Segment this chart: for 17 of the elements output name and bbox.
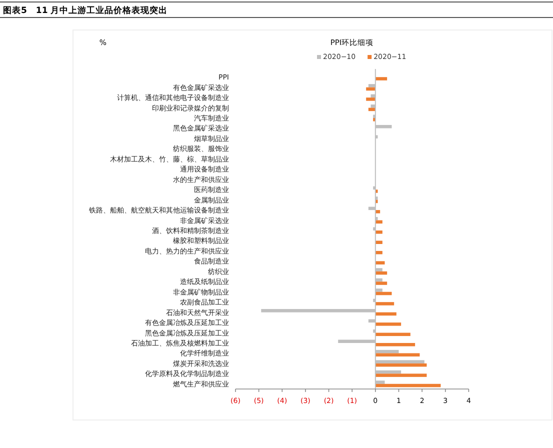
bar [375,363,427,367]
bar [375,302,394,306]
bar [375,332,410,336]
bar [375,77,388,80]
bar [375,342,416,346]
bar [375,240,382,244]
bar [375,322,402,326]
bar [375,261,385,264]
bar [375,210,380,214]
bar [375,190,378,193]
bar [366,98,376,101]
bar [375,282,388,285]
bar [375,230,382,234]
bar [375,353,420,356]
bar [375,384,441,388]
text: 图表5 11 月中上游工业品价格表现突出 [3,5,168,16]
bar [375,374,427,377]
